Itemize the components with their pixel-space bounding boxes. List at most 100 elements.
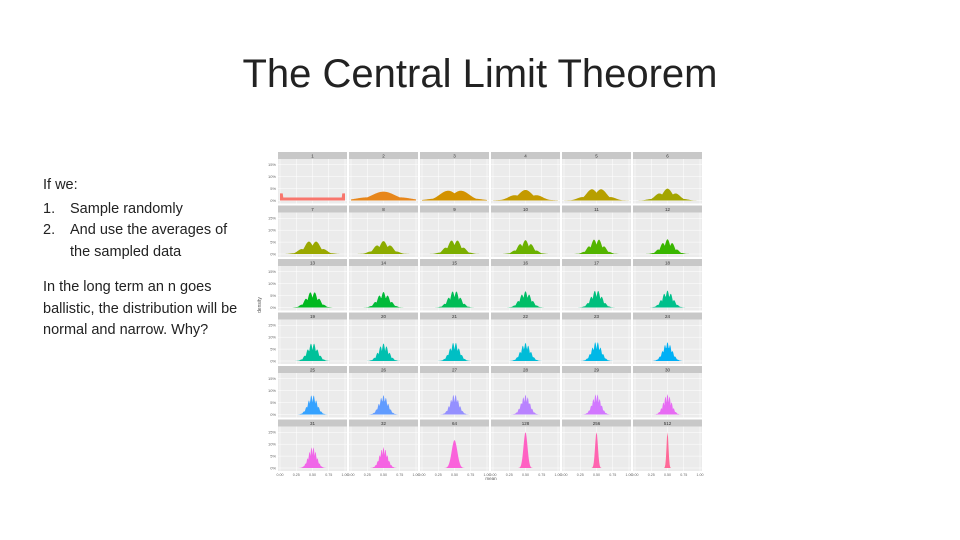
facet-panel: 3 — [420, 152, 489, 204]
facet-strip-label: 20 — [381, 314, 387, 319]
density-area — [351, 191, 416, 201]
facet-panel: 512 0.00 0.25 0.50 0.75 1.00 — [632, 419, 704, 477]
y-tick-label: 5% — [270, 400, 276, 405]
facet-strip — [633, 152, 702, 159]
density-area — [422, 291, 487, 308]
facet-strip-label: 12 — [665, 207, 671, 212]
facet-strip-label: 8 — [382, 207, 385, 212]
density-area — [280, 343, 345, 361]
facet-strip-label: 30 — [665, 367, 671, 372]
text-block: If we: 1. Sample randomly 2. And use the… — [43, 175, 248, 342]
facet-strip-label: 11 — [594, 207, 599, 212]
step-text: Sample randomly — [70, 200, 183, 217]
facet-strip-label: 29 — [594, 367, 600, 372]
facet-strip — [420, 205, 489, 213]
facet-strip — [633, 259, 702, 266]
y-tick-label: 15% — [268, 323, 276, 328]
facet-panel: 29 — [562, 366, 631, 418]
facet-panel: 2 — [349, 152, 418, 204]
y-tick-label: 0% — [270, 198, 276, 203]
facet-strip-label: 24 — [665, 314, 671, 319]
density-area — [564, 342, 629, 361]
facet-panel: 31 0% 5% 10% 15% 0.00 0.25 0.50 0.75 1.00 — [268, 419, 349, 477]
x-tick-label: 0.50 — [593, 473, 600, 477]
facet-strip — [491, 152, 560, 159]
facet-panel: 10%5%10%15% — [268, 152, 347, 204]
facet-panel: 12 — [633, 205, 702, 257]
x-tick-label: 1.00 — [413, 473, 420, 477]
facet-strip-label: 17 — [594, 260, 600, 265]
density-area — [280, 241, 345, 254]
facet-strip — [562, 366, 631, 373]
y-tick-label: 5% — [270, 346, 276, 351]
facet-strip — [349, 205, 418, 213]
facet-panel: 17 — [562, 259, 631, 311]
x-tick-label: 0.75 — [396, 473, 403, 477]
density-area — [422, 190, 487, 201]
facet-panel: 30 — [633, 366, 702, 418]
step-text: And use the averages of the sampled data — [70, 222, 228, 260]
facet-strip — [491, 366, 560, 373]
y-tick-label: 0% — [270, 251, 276, 256]
density-area — [422, 343, 487, 361]
x-tick-label: 1.00 — [626, 473, 633, 477]
density-area — [351, 395, 416, 415]
facet-strip — [278, 259, 347, 266]
facet-strip-label: 512 — [664, 421, 672, 426]
step-number: 2. — [43, 222, 56, 238]
density-area — [280, 395, 345, 415]
density-area — [564, 189, 629, 201]
facet-strip — [562, 312, 631, 320]
density-area — [422, 394, 487, 415]
facet-strip-label: 28 — [523, 367, 529, 372]
facet-strip-label: 14 — [381, 260, 387, 265]
x-tick-label: 1.00 — [342, 473, 349, 477]
step-number: 1. — [43, 200, 56, 217]
facet-strip — [562, 259, 631, 266]
y-tick-label: 15% — [268, 162, 276, 167]
density-area — [564, 239, 629, 254]
facet-strip-label: 4 — [524, 153, 527, 158]
density-area — [635, 342, 700, 361]
y-tick-label: 15% — [268, 216, 276, 221]
facet-strip — [349, 152, 418, 159]
density-area — [493, 189, 558, 201]
density-area — [351, 446, 416, 468]
density-area — [422, 440, 487, 468]
x-tick-label: 0.25 — [364, 473, 371, 477]
clt-facet-chart: density 1 0% 5% 10% 15% 2 3 4 5 6 7 0% 5% 10% 15% 8 9 10 11… — [256, 150, 704, 482]
facet-strip-label: 18 — [665, 260, 671, 265]
facet-strip — [633, 366, 702, 373]
facet-strip — [562, 205, 631, 213]
y-tick-label: 0% — [270, 412, 276, 417]
facet-strip-label: 3 — [453, 153, 456, 158]
y-tick-label: 0% — [270, 465, 276, 470]
facet-strip-label: 128 — [522, 421, 530, 426]
facet-strip-label: 22 — [523, 314, 529, 319]
density-area — [351, 343, 416, 361]
facet-strip-label: 6 — [666, 153, 669, 158]
x-tick-label: 0.75 — [467, 473, 474, 477]
y-tick-label: 15% — [268, 430, 276, 435]
facet-panel: 11 — [562, 205, 631, 257]
facet-strip-label: 25 — [310, 367, 316, 372]
facet-strip — [420, 366, 489, 373]
facet-panel: 15 — [420, 259, 489, 311]
slide-title: The Central Limit Theorem — [242, 52, 718, 96]
facet-panel: 9 — [420, 205, 489, 257]
x-tick-label: 0.25 — [506, 473, 513, 477]
facet-strip-label: 13 — [310, 260, 316, 265]
density-area — [635, 290, 700, 308]
facet-strip — [562, 152, 631, 159]
density-area — [422, 240, 487, 254]
facet-strip-label: 19 — [310, 314, 316, 319]
facet-strip — [420, 259, 489, 266]
y-tick-label: 10% — [268, 334, 276, 339]
density-area — [351, 291, 416, 308]
density-area — [493, 432, 558, 468]
facet-strip — [633, 419, 702, 427]
facet-panel: 10 — [491, 205, 560, 257]
facet-strip — [491, 259, 560, 266]
x-tick-label: 0.25 — [577, 473, 584, 477]
facet-panel: 13 0% 5% 10% 15% — [268, 259, 347, 311]
